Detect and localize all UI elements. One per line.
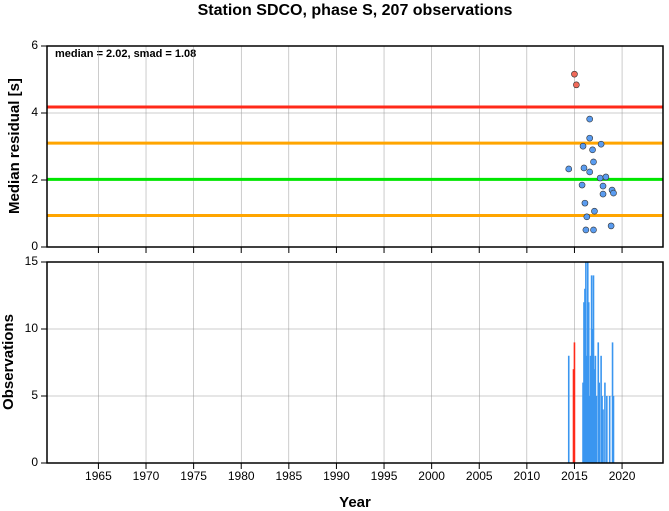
- point: [610, 189, 617, 197]
- y-tick-label: 0: [31, 455, 38, 469]
- point: [599, 190, 607, 198]
- point: [586, 168, 593, 176]
- chart-title: Station SDCO, phase S, 207 observations: [198, 2, 513, 19]
- x-tick-label: 1970: [133, 469, 160, 483]
- y-axis-label: Median residual [s]: [6, 78, 23, 214]
- point: [586, 115, 593, 123]
- point: [590, 158, 597, 166]
- point: [599, 182, 607, 190]
- annotation: median = 2.02, smad = 1.08: [55, 48, 196, 60]
- y-tick-label: 4: [31, 105, 38, 119]
- x-axis-label: Year: [339, 494, 371, 511]
- x-tick-label: 1995: [371, 469, 398, 483]
- y-tick-label: 15: [25, 254, 39, 268]
- y-axis-label: Observations: [0, 314, 17, 410]
- y-tick-label: 6: [31, 38, 38, 52]
- point: [582, 226, 590, 234]
- y-tick-label: 5: [31, 388, 38, 402]
- x-tick-label: 1980: [228, 469, 255, 483]
- point: [591, 207, 598, 215]
- point: [602, 173, 610, 181]
- point: [590, 226, 597, 234]
- point: [565, 165, 573, 173]
- point: [589, 146, 596, 154]
- point: [596, 174, 604, 182]
- x-tick-label: 1990: [323, 469, 350, 483]
- point: [571, 70, 578, 78]
- point: [583, 213, 591, 221]
- point: [597, 140, 605, 148]
- y-tick-label: 0: [31, 239, 38, 253]
- point: [607, 222, 615, 230]
- point: [586, 134, 593, 142]
- x-tick-label: 2005: [466, 469, 493, 483]
- x-tick-label: 2010: [514, 469, 541, 483]
- x-tick-label: 2015: [561, 469, 588, 483]
- point: [579, 142, 587, 150]
- point: [581, 199, 589, 207]
- x-tick-label: 2020: [609, 469, 636, 483]
- x-tick-label: 1975: [180, 469, 207, 483]
- plot-frame: [46, 45, 664, 248]
- point: [578, 181, 586, 189]
- x-tick-label: 2000: [418, 469, 445, 483]
- y-tick-label: 2: [31, 172, 38, 186]
- x-tick-label: 1985: [275, 469, 302, 483]
- plot-frame: [46, 261, 664, 464]
- point: [580, 164, 588, 172]
- point: [573, 81, 580, 89]
- y-tick-label: 10: [25, 321, 39, 335]
- x-tick-label: 1965: [85, 469, 112, 483]
